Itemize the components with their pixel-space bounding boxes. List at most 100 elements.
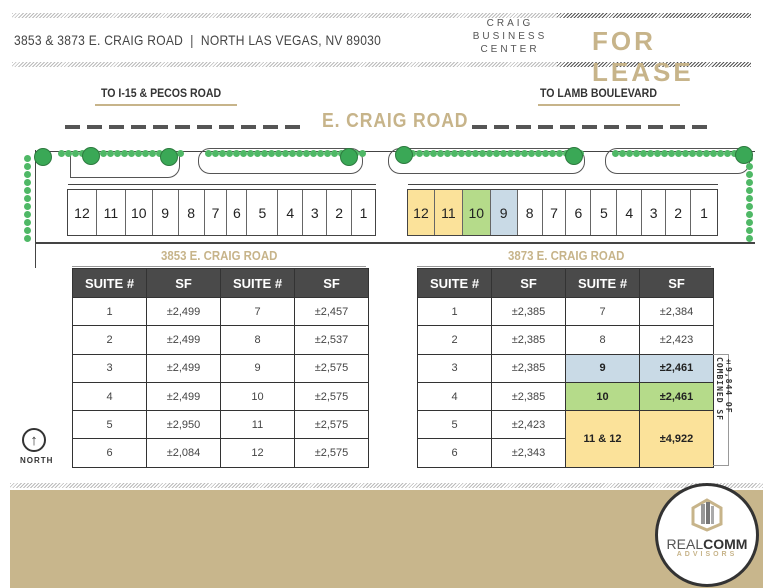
cell: ±2,575: [294, 381, 369, 412]
tree-icon: [746, 203, 753, 210]
unit-8: 8: [518, 190, 543, 235]
header-cell: SF: [491, 268, 566, 298]
tree-icon: [233, 150, 240, 157]
tree-icon: [521, 150, 528, 157]
cell: ±2,499: [146, 296, 221, 327]
tree-icon: [212, 150, 219, 157]
tree-icon: [107, 150, 114, 157]
tree-icon: [746, 227, 753, 234]
header-rule: [12, 13, 557, 18]
tree-icon: [514, 150, 521, 157]
cell: ±2,343: [491, 438, 566, 468]
tree-icon: [160, 148, 178, 166]
cell: ±2,499: [146, 325, 221, 355]
tree-icon: [746, 179, 753, 186]
tree-icon: [654, 150, 661, 157]
tree-icon: [135, 150, 142, 157]
tree-icon: [717, 150, 724, 157]
tree-icon: [703, 150, 710, 157]
tree-icon: [24, 187, 31, 194]
tree-icon: [24, 155, 31, 162]
tree-icon: [556, 150, 563, 157]
tree-icon: [612, 150, 619, 157]
tree-icon: [24, 163, 31, 170]
header-cell: SUITE #: [565, 268, 640, 298]
cell: 3: [417, 353, 492, 383]
landscape-island: [198, 148, 363, 174]
walkway: [408, 184, 718, 185]
tree-icon: [661, 150, 668, 157]
table-row: 1 ±2,499 7 ±2,457: [72, 296, 369, 327]
cell-available: 10: [565, 381, 640, 412]
tree-icon: [472, 150, 479, 157]
footer-rule: [10, 483, 763, 488]
tree-icon: [149, 150, 156, 157]
table-row: 6 ±2,343: [417, 438, 714, 468]
tree-icon: [282, 150, 289, 157]
tree-icon: [331, 150, 338, 157]
cell: ±2,385: [491, 325, 566, 355]
tree-icon: [746, 163, 753, 170]
tree-icon: [310, 150, 317, 157]
tree-icon: [240, 150, 247, 157]
direction-right: TO LAMB BOULEVARD: [540, 86, 657, 100]
tree-icon: [542, 150, 549, 157]
cell: 7: [565, 296, 640, 327]
tree-icon: [746, 171, 753, 178]
tree-icon: [72, 150, 79, 157]
cell: 7: [220, 296, 295, 327]
tree-icon: [647, 150, 654, 157]
tree-icon: [395, 146, 413, 164]
center-name-line: CRAIG: [486, 18, 534, 29]
tree-icon: [24, 235, 31, 242]
tree-icon: [340, 148, 358, 166]
tree-icon: [689, 150, 696, 157]
combined-sf-text: ±9,844 OF COMBINED SF: [715, 357, 733, 421]
cell: 2: [417, 325, 492, 355]
tree-icon: [324, 150, 331, 157]
cell: ±2,499: [146, 381, 221, 412]
tree-icon: [682, 150, 689, 157]
table-row: 4 ±2,499 10 ±2,575: [72, 381, 369, 412]
unit-12: 12: [68, 190, 97, 235]
cell: 4: [417, 381, 492, 412]
tree-icon: [430, 150, 437, 157]
building-3873: 12 11 10 9 8 7 6 5 4 3 2 1: [407, 189, 718, 236]
tree-icon: [24, 203, 31, 210]
tree-icon: [296, 150, 303, 157]
tree-icon: [451, 150, 458, 157]
north-label: NORTH: [20, 456, 54, 465]
tree-icon: [746, 195, 753, 202]
tree-icon: [486, 150, 493, 157]
tree-icon: [226, 150, 233, 157]
tree-icon: [735, 146, 753, 164]
header-cell: SUITE #: [417, 268, 492, 298]
tree-icon: [58, 150, 65, 157]
cell: 10: [220, 381, 295, 412]
tree-icon: [619, 150, 626, 157]
tree-icon: [493, 150, 500, 157]
tree-icon: [500, 150, 507, 157]
cell: 11: [220, 410, 295, 440]
unit-2: 2: [666, 190, 692, 235]
tree-icon: [34, 148, 52, 166]
building-3853: 12 11 10 9 8 7 6 5 4 3 2 1: [67, 189, 376, 236]
north-arrow-icon: ↑: [22, 428, 46, 452]
tree-icon: [24, 211, 31, 218]
table-row: 5 ±2,950 11 ±2,575: [72, 410, 369, 440]
header-cell: SUITE #: [220, 268, 295, 298]
tree-icon: [444, 150, 451, 157]
header-cell: SF: [639, 268, 714, 298]
tree-icon: [465, 150, 472, 157]
tree-icon: [746, 187, 753, 194]
cell: 5: [417, 410, 492, 440]
unit-9: 9: [153, 190, 179, 235]
tree-icon: [268, 150, 275, 157]
tree-icon: [696, 150, 703, 157]
tree-icon: [219, 150, 226, 157]
cell: 8: [220, 325, 295, 355]
cell: ±2,575: [294, 438, 369, 468]
cell: 1: [72, 296, 147, 327]
arrow-left-icon: [95, 104, 237, 106]
unit-10: 10: [126, 190, 153, 235]
